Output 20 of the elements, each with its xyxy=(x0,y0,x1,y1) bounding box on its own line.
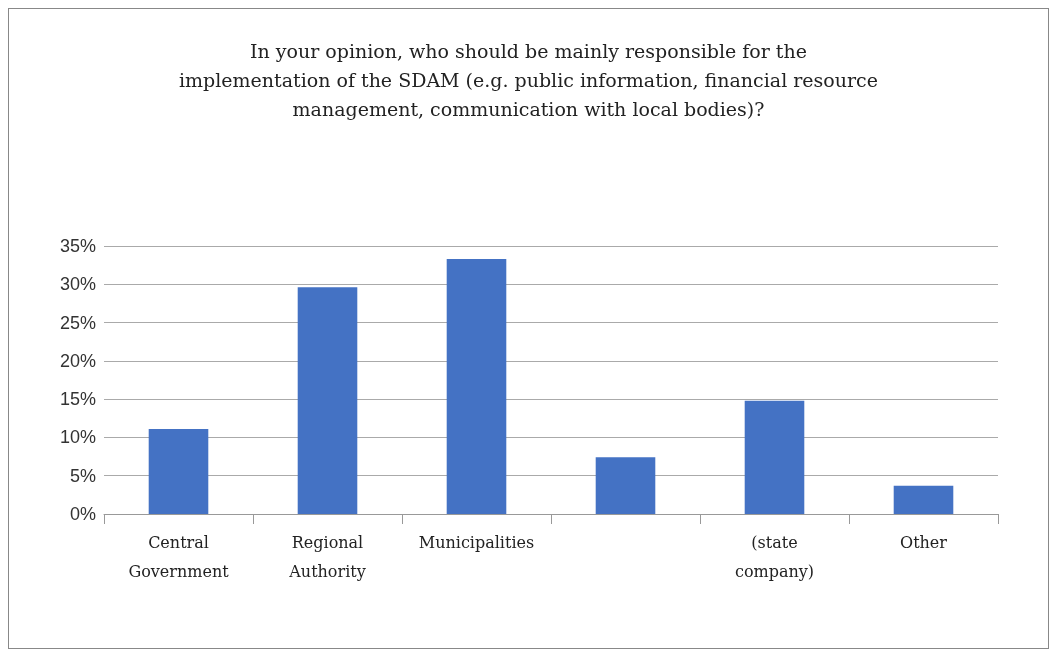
x-tick-label: Central Government xyxy=(128,533,230,581)
y-tick-label: 25% xyxy=(59,312,96,333)
y-tick-label: 15% xyxy=(59,389,96,410)
x-tick-label: Regional Authority xyxy=(288,533,366,581)
y-tick-label: 5% xyxy=(69,465,96,486)
bar xyxy=(148,429,209,514)
y-tick-label: 30% xyxy=(59,274,96,295)
x-tick-label: Municipalities xyxy=(418,533,535,552)
y-tick-label: 35% xyxy=(59,236,96,256)
bar xyxy=(744,400,805,514)
bar xyxy=(297,287,358,514)
y-tick-label: 0% xyxy=(69,504,96,524)
bar xyxy=(595,457,656,514)
bar xyxy=(893,485,954,514)
x-tick-label: (state company) xyxy=(734,533,815,581)
y-tick-label: 20% xyxy=(59,350,96,371)
bar xyxy=(446,259,507,514)
x-tick-label: Other xyxy=(900,533,948,552)
chart-title: In your opinion, who should be mainly responsible for the implementation of the SDAM (e.g. public information, financial resource management, communication with local bodies)? xyxy=(179,39,878,120)
y-tick-label: 10% xyxy=(59,427,96,448)
